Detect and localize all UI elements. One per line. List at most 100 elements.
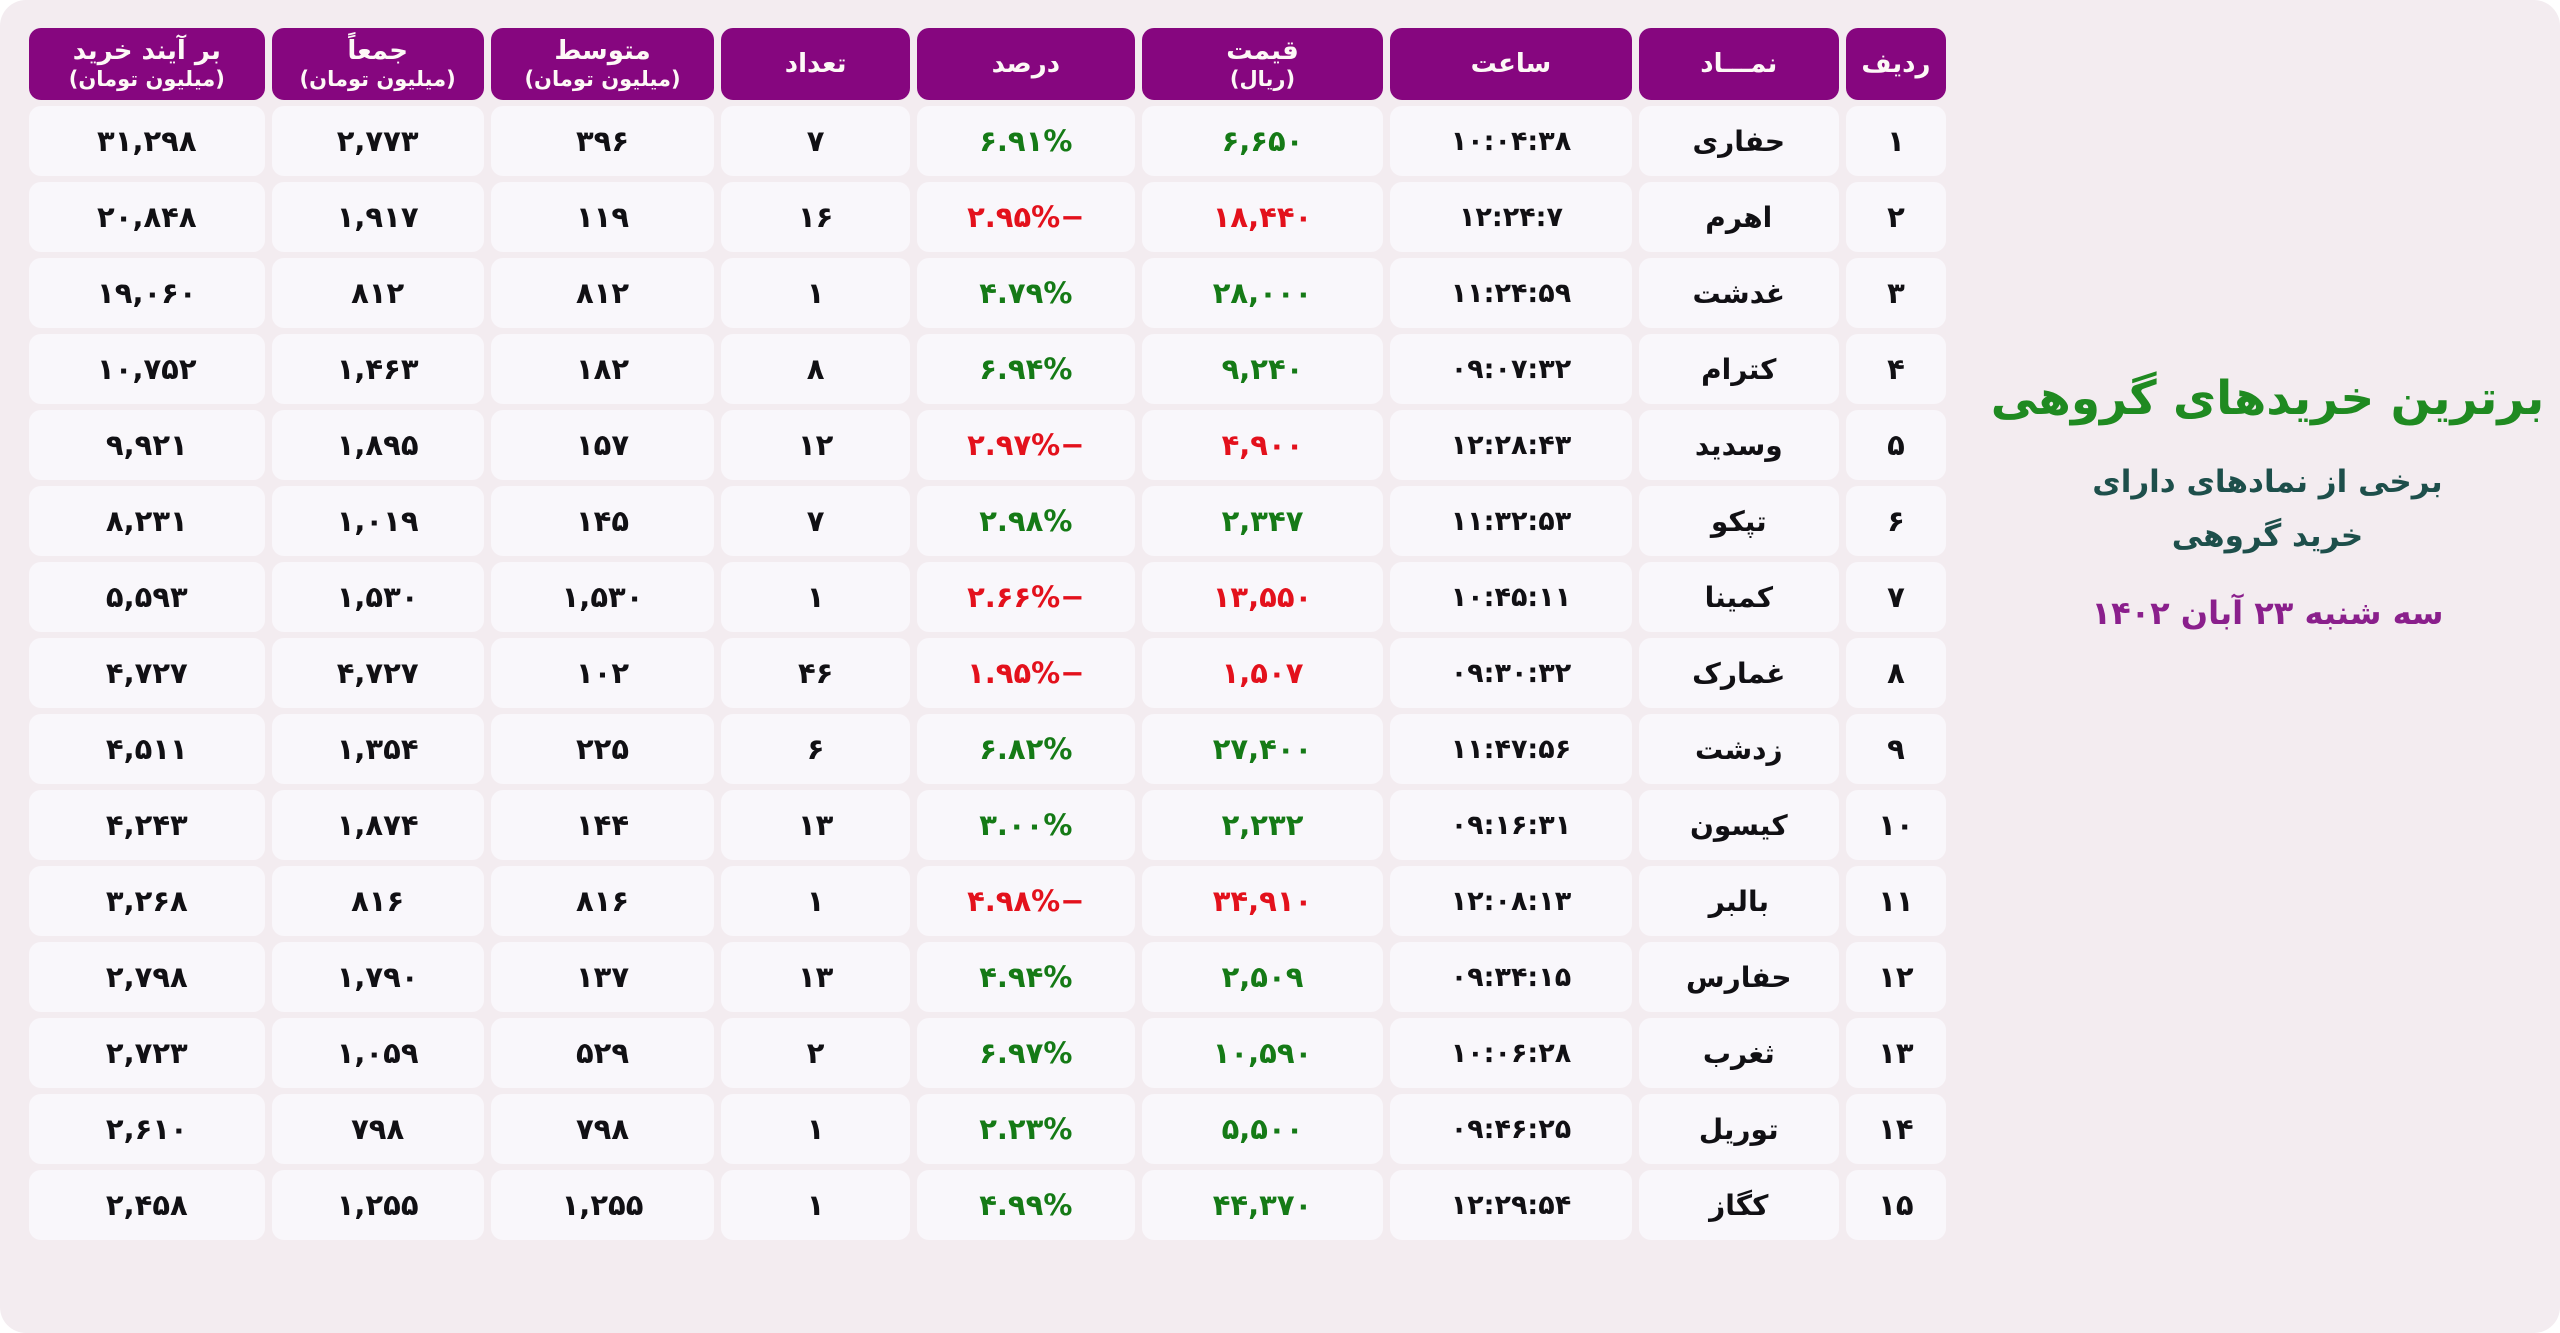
- column-header-label: متوسط: [554, 35, 651, 66]
- cell-row-number: ۹: [1845, 714, 1946, 784]
- column-header-count[interactable]: تعداد: [721, 28, 910, 100]
- column-header-row-number[interactable]: ردیف: [1845, 28, 1946, 100]
- column-header-average[interactable]: متوسط (میلیون تومان): [490, 28, 715, 100]
- table-header-row: ردیف نمـــاد ساعت قیمت (ریال): [29, 28, 1946, 100]
- cell-symbol: کگاز: [1638, 1170, 1839, 1240]
- cell-total: ۱,۵۳۰: [271, 562, 484, 632]
- cell-count: ۱۲: [721, 410, 910, 480]
- column-header-total[interactable]: جمعاً (میلیون تومان): [271, 28, 484, 100]
- table-container: ردیف نمـــاد ساعت قیمت (ریال): [29, 28, 1946, 1240]
- cell-average: ۳۹۶: [490, 106, 715, 176]
- cell-price: ۲۸,۰۰۰: [1141, 258, 1384, 328]
- column-header-label: ردیف: [1861, 48, 1931, 79]
- cell-average: ۱۳۷: [490, 942, 715, 1012]
- cell-percent: ۴.۹۹%: [916, 1170, 1135, 1240]
- column-header-label: نمـــاد: [1700, 48, 1778, 79]
- cell-time: ۰۹:۳۰:۳۲: [1390, 638, 1632, 708]
- cell-time: ۱۱:۲۴:۵۹: [1390, 258, 1632, 328]
- table-row[interactable]: ۱۱ بالبر ۱۲:۰۸:۱۳ ۳۴,۹۱۰ −۴.۹۸% ۱ ۸۱۶ ۸۱۶ ۳,۲۶۸: [29, 866, 1946, 936]
- column-header-label: بر آیند خرید: [72, 35, 221, 66]
- column-header-unit: (میلیون تومان): [68, 67, 225, 92]
- table-row[interactable]: ۲ اهرم ۱۲:۲۴:۷ ۱۸,۴۴۰ −۲.۹۵% ۱۶ ۱۱۹ ۱,۹۱۷ ۲۰,۸۴۸: [29, 182, 1946, 252]
- cell-symbol: زدشت: [1638, 714, 1839, 784]
- cell-total: ۴,۷۲۷: [271, 638, 484, 708]
- cell-total: ۲,۷۷۳: [271, 106, 484, 176]
- caption-panel: برترین خریدهای گروهی برخی از نمادهای دار…: [1975, 0, 2560, 635]
- column-header-time[interactable]: ساعت: [1390, 28, 1632, 100]
- cell-time: ۱۲:۲۴:۷: [1390, 182, 1632, 252]
- cell-symbol: کترام: [1638, 334, 1839, 404]
- cell-symbol: توریل: [1638, 1094, 1839, 1164]
- column-header-unit: (میلیون تومان): [524, 67, 681, 92]
- cell-count: ۱: [721, 258, 910, 328]
- cell-count: ۴۶: [721, 638, 910, 708]
- cell-outcome: ۴,۷۲۷: [29, 638, 265, 708]
- column-header-outcome[interactable]: بر آیند خرید (میلیون تومان): [29, 28, 265, 100]
- cell-outcome: ۱۹,۰۶۰: [29, 258, 265, 328]
- table-body: ۱ حفاری ۱۰:۰۴:۳۸ ۶,۶۵۰ ۶.۹۱% ۷ ۳۹۶ ۲,۷۷۳ ۳۱,۲۹۸ ۲…: [29, 106, 1946, 1240]
- table-row[interactable]: ۴ کترام ۰۹:۰۷:۳۲ ۹,۲۴۰ ۶.۹۴% ۸ ۱۸۲ ۱,۴۶۳ ۱۰,۷۵۲: [29, 334, 1946, 404]
- cell-price: ۵,۵۰۰: [1141, 1094, 1384, 1164]
- cell-price: ۹,۲۴۰: [1141, 334, 1384, 404]
- cell-outcome: ۴,۲۴۳: [29, 790, 265, 860]
- table-row[interactable]: ۶ تپکو ۱۱:۳۲:۵۳ ۲,۳۴۷ ۲.۹۸% ۷ ۱۴۵ ۱,۰۱۹ ۸,۲۳۱: [29, 486, 1946, 556]
- table-row[interactable]: ۱۰ کیسون ۰۹:۱۶:۳۱ ۲,۲۳۲ ۳.۰۰% ۱۳ ۱۴۴ ۱,۸۷۴ ۴,۲۴۳: [29, 790, 1946, 860]
- table-row[interactable]: ۱۲ حفارس ۰۹:۳۴:۱۵ ۲,۵۰۹ ۴.۹۴% ۱۳ ۱۳۷ ۱,۷۹۰ ۲,۷۹۸: [29, 942, 1946, 1012]
- table-row[interactable]: ۵ وسدید ۱۲:۲۸:۴۳ ۴,۹۰۰ −۲.۹۷% ۱۲ ۱۵۷ ۱,۸۹۵ ۹,۹۲۱: [29, 410, 1946, 480]
- cell-time: ۰۹:۴۶:۲۵: [1390, 1094, 1632, 1164]
- cell-average: ۱۰۲: [490, 638, 715, 708]
- cell-row-number: ۵: [1845, 410, 1946, 480]
- cell-price: ۴,۹۰۰: [1141, 410, 1384, 480]
- column-header-symbol[interactable]: نمـــاد: [1638, 28, 1839, 100]
- cell-time: ۱۰:۴۵:۱۱: [1390, 562, 1632, 632]
- table-row[interactable]: ۱ حفاری ۱۰:۰۴:۳۸ ۶,۶۵۰ ۶.۹۱% ۷ ۳۹۶ ۲,۷۷۳ ۳۱,۲۹۸: [29, 106, 1946, 176]
- table-row[interactable]: ۹ زدشت ۱۱:۴۷:۵۶ ۲۷,۴۰۰ ۶.۸۲% ۶ ۲۲۵ ۱,۳۵۴ ۴,۵۱۱: [29, 714, 1946, 784]
- cell-average: ۱۸۲: [490, 334, 715, 404]
- page-title: برترین خریدهای گروهی: [1990, 371, 2545, 426]
- cell-percent: ۲.۲۳%: [916, 1094, 1135, 1164]
- cell-outcome: ۲۰,۸۴۸: [29, 182, 265, 252]
- cell-symbol: اهرم: [1638, 182, 1839, 252]
- cell-count: ۲: [721, 1018, 910, 1088]
- table-row[interactable]: ۱۴ توریل ۰۹:۴۶:۲۵ ۵,۵۰۰ ۲.۲۳% ۱ ۷۹۸ ۷۹۸ ۲,۶۱۰: [29, 1094, 1946, 1164]
- cell-percent: ۶.۸۲%: [916, 714, 1135, 784]
- cell-count: ۱۳: [721, 942, 910, 1012]
- column-header-percent[interactable]: درصد: [916, 28, 1135, 100]
- cell-time: ۱۱:۴۷:۵۶: [1390, 714, 1632, 784]
- table-row[interactable]: ۷ کمینا ۱۰:۴۵:۱۱ ۱۳,۵۵۰ −۲.۶۶% ۱ ۱,۵۳۰ ۱,۵۳۰ ۵,۵…: [29, 562, 1946, 632]
- cell-average: ۱,۵۳۰: [490, 562, 715, 632]
- cell-outcome: ۲,۶۱۰: [29, 1094, 265, 1164]
- cell-percent: ۶.۹۴%: [916, 334, 1135, 404]
- cell-average: ۲۲۵: [490, 714, 715, 784]
- cell-total: ۱,۲۵۵: [271, 1170, 484, 1240]
- cell-total: ۸۱۲: [271, 258, 484, 328]
- cell-price: ۱۸,۴۴۰: [1141, 182, 1384, 252]
- cell-row-number: ۲: [1845, 182, 1946, 252]
- cell-count: ۱: [721, 562, 910, 632]
- cell-price: ۲,۵۰۹: [1141, 942, 1384, 1012]
- column-header-label: قیمت: [1226, 35, 1299, 66]
- column-header-label: درصد: [991, 48, 1061, 79]
- cell-price: ۱۳,۵۵۰: [1141, 562, 1384, 632]
- cell-row-number: ۱۲: [1845, 942, 1946, 1012]
- table-row[interactable]: ۳ غدشت ۱۱:۲۴:۵۹ ۲۸,۰۰۰ ۴.۷۹% ۱ ۸۱۲ ۸۱۲ ۱۹,۰۶۰: [29, 258, 1946, 328]
- column-header-price[interactable]: قیمت (ریال): [1141, 28, 1384, 100]
- cell-time: ۱۲:۲۸:۴۳: [1390, 410, 1632, 480]
- cell-average: ۱۴۵: [490, 486, 715, 556]
- cell-row-number: ۸: [1845, 638, 1946, 708]
- table-row[interactable]: ۱۳ ثغرب ۱۰:۰۶:۲۸ ۱۰,۵۹۰ ۶.۹۷% ۲ ۵۲۹ ۱,۰۵۹ ۲,۷۲۳: [29, 1018, 1946, 1088]
- cell-average: ۱,۲۵۵: [490, 1170, 715, 1240]
- table-head: ردیف نمـــاد ساعت قیمت (ریال): [29, 28, 1946, 100]
- cell-symbol: حفارس: [1638, 942, 1839, 1012]
- cell-total: ۱,۸۹۵: [271, 410, 484, 480]
- table-row[interactable]: ۸ غمارک ۰۹:۳۰:۳۲ ۱,۵۰۷ −۱.۹۵% ۴۶ ۱۰۲ ۴,۷۲۷ ۴,۷۲۷: [29, 638, 1946, 708]
- cell-outcome: ۸,۲۳۱: [29, 486, 265, 556]
- cell-row-number: ۱۵: [1845, 1170, 1946, 1240]
- cell-total: ۸۱۶: [271, 866, 484, 936]
- cell-count: ۱: [721, 1094, 910, 1164]
- cell-outcome: ۲,۷۲۳: [29, 1018, 265, 1088]
- cell-average: ۷۹۸: [490, 1094, 715, 1164]
- cell-price: ۲,۳۴۷: [1141, 486, 1384, 556]
- table-row[interactable]: ۱۵ کگاز ۱۲:۲۹:۵۴ ۴۴,۳۷۰ ۴.۹۹% ۱ ۱,۲۵۵ ۱,۲۵۵ ۲,۴۵…: [29, 1170, 1946, 1240]
